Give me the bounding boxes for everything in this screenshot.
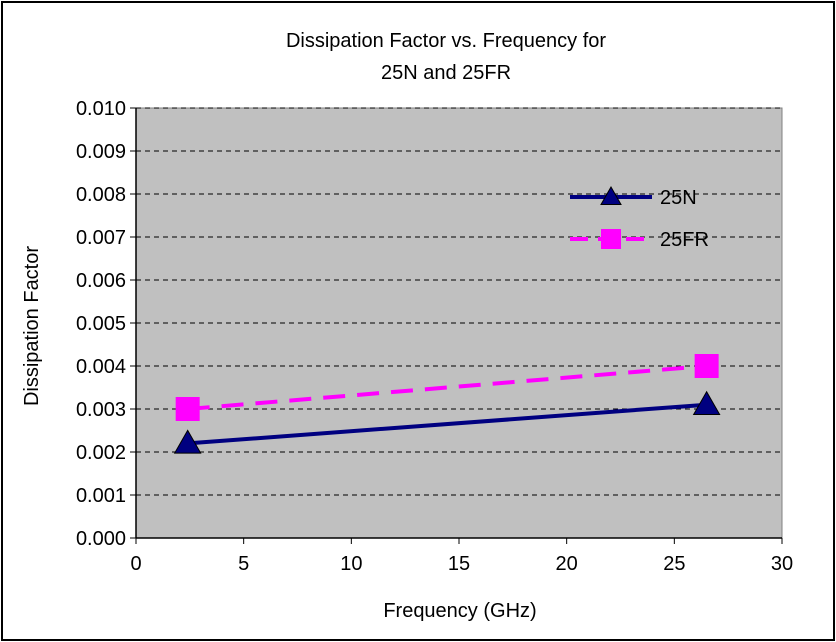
y-tick-label: 0.010 [76,98,126,120]
series-marker-triangle [692,390,721,415]
plot-area [135,107,783,539]
y-tick-label: 0.009 [76,141,126,163]
legend-label: 25N [660,187,697,209]
axes: 0.000 0.001 0.002 0.003 0.004 0.005 0.006 0.007… [76,98,793,575]
y-axis-label: Dissipation Factor [21,246,43,406]
legend-item-25n: 25N [570,185,697,209]
y-tick-label: 0.007 [76,227,126,249]
chart-title-line-2: 25N and 25FR [381,62,511,84]
legend-label: 25FR [660,229,709,251]
x-tick-label: 25 [663,553,685,575]
x-tick-label: 30 [771,553,793,575]
x-tick-label: 0 [130,553,141,575]
y-tick-label: 0.002 [76,442,126,464]
x-axis-label: Frequency (GHz) [383,600,536,622]
series-25n [173,390,721,454]
y-tick-label: 0.008 [76,184,126,206]
series-marker-triangle [173,429,202,454]
series-marker-triangle [600,185,622,205]
x-tick-label: 20 [556,553,578,575]
x-tick-label: 10 [340,553,362,575]
y-tick-label: 0.000 [76,528,126,550]
series-marker-square [175,397,200,421]
x-tick-label: 5 [238,553,249,575]
series-25fr [175,354,719,421]
y-tick-label: 0.005 [76,313,126,335]
y-tick-label: 0.003 [76,399,126,421]
y-tick-label: 0.004 [76,356,126,378]
chart-title-line-1: Dissipation Factor vs. Frequency for [286,30,606,52]
series-line [187,402,707,446]
legend: 25N 25FR [570,185,709,251]
series [173,354,721,454]
series-line [187,364,707,411]
y-tick-label: 0.001 [76,485,126,507]
series-marker-square [601,229,621,249]
series-marker-square [694,354,719,378]
y-tick-label: 0.006 [76,270,126,292]
x-tick-label: 15 [448,553,470,575]
legend-item-25fr: 25FR [570,229,709,251]
